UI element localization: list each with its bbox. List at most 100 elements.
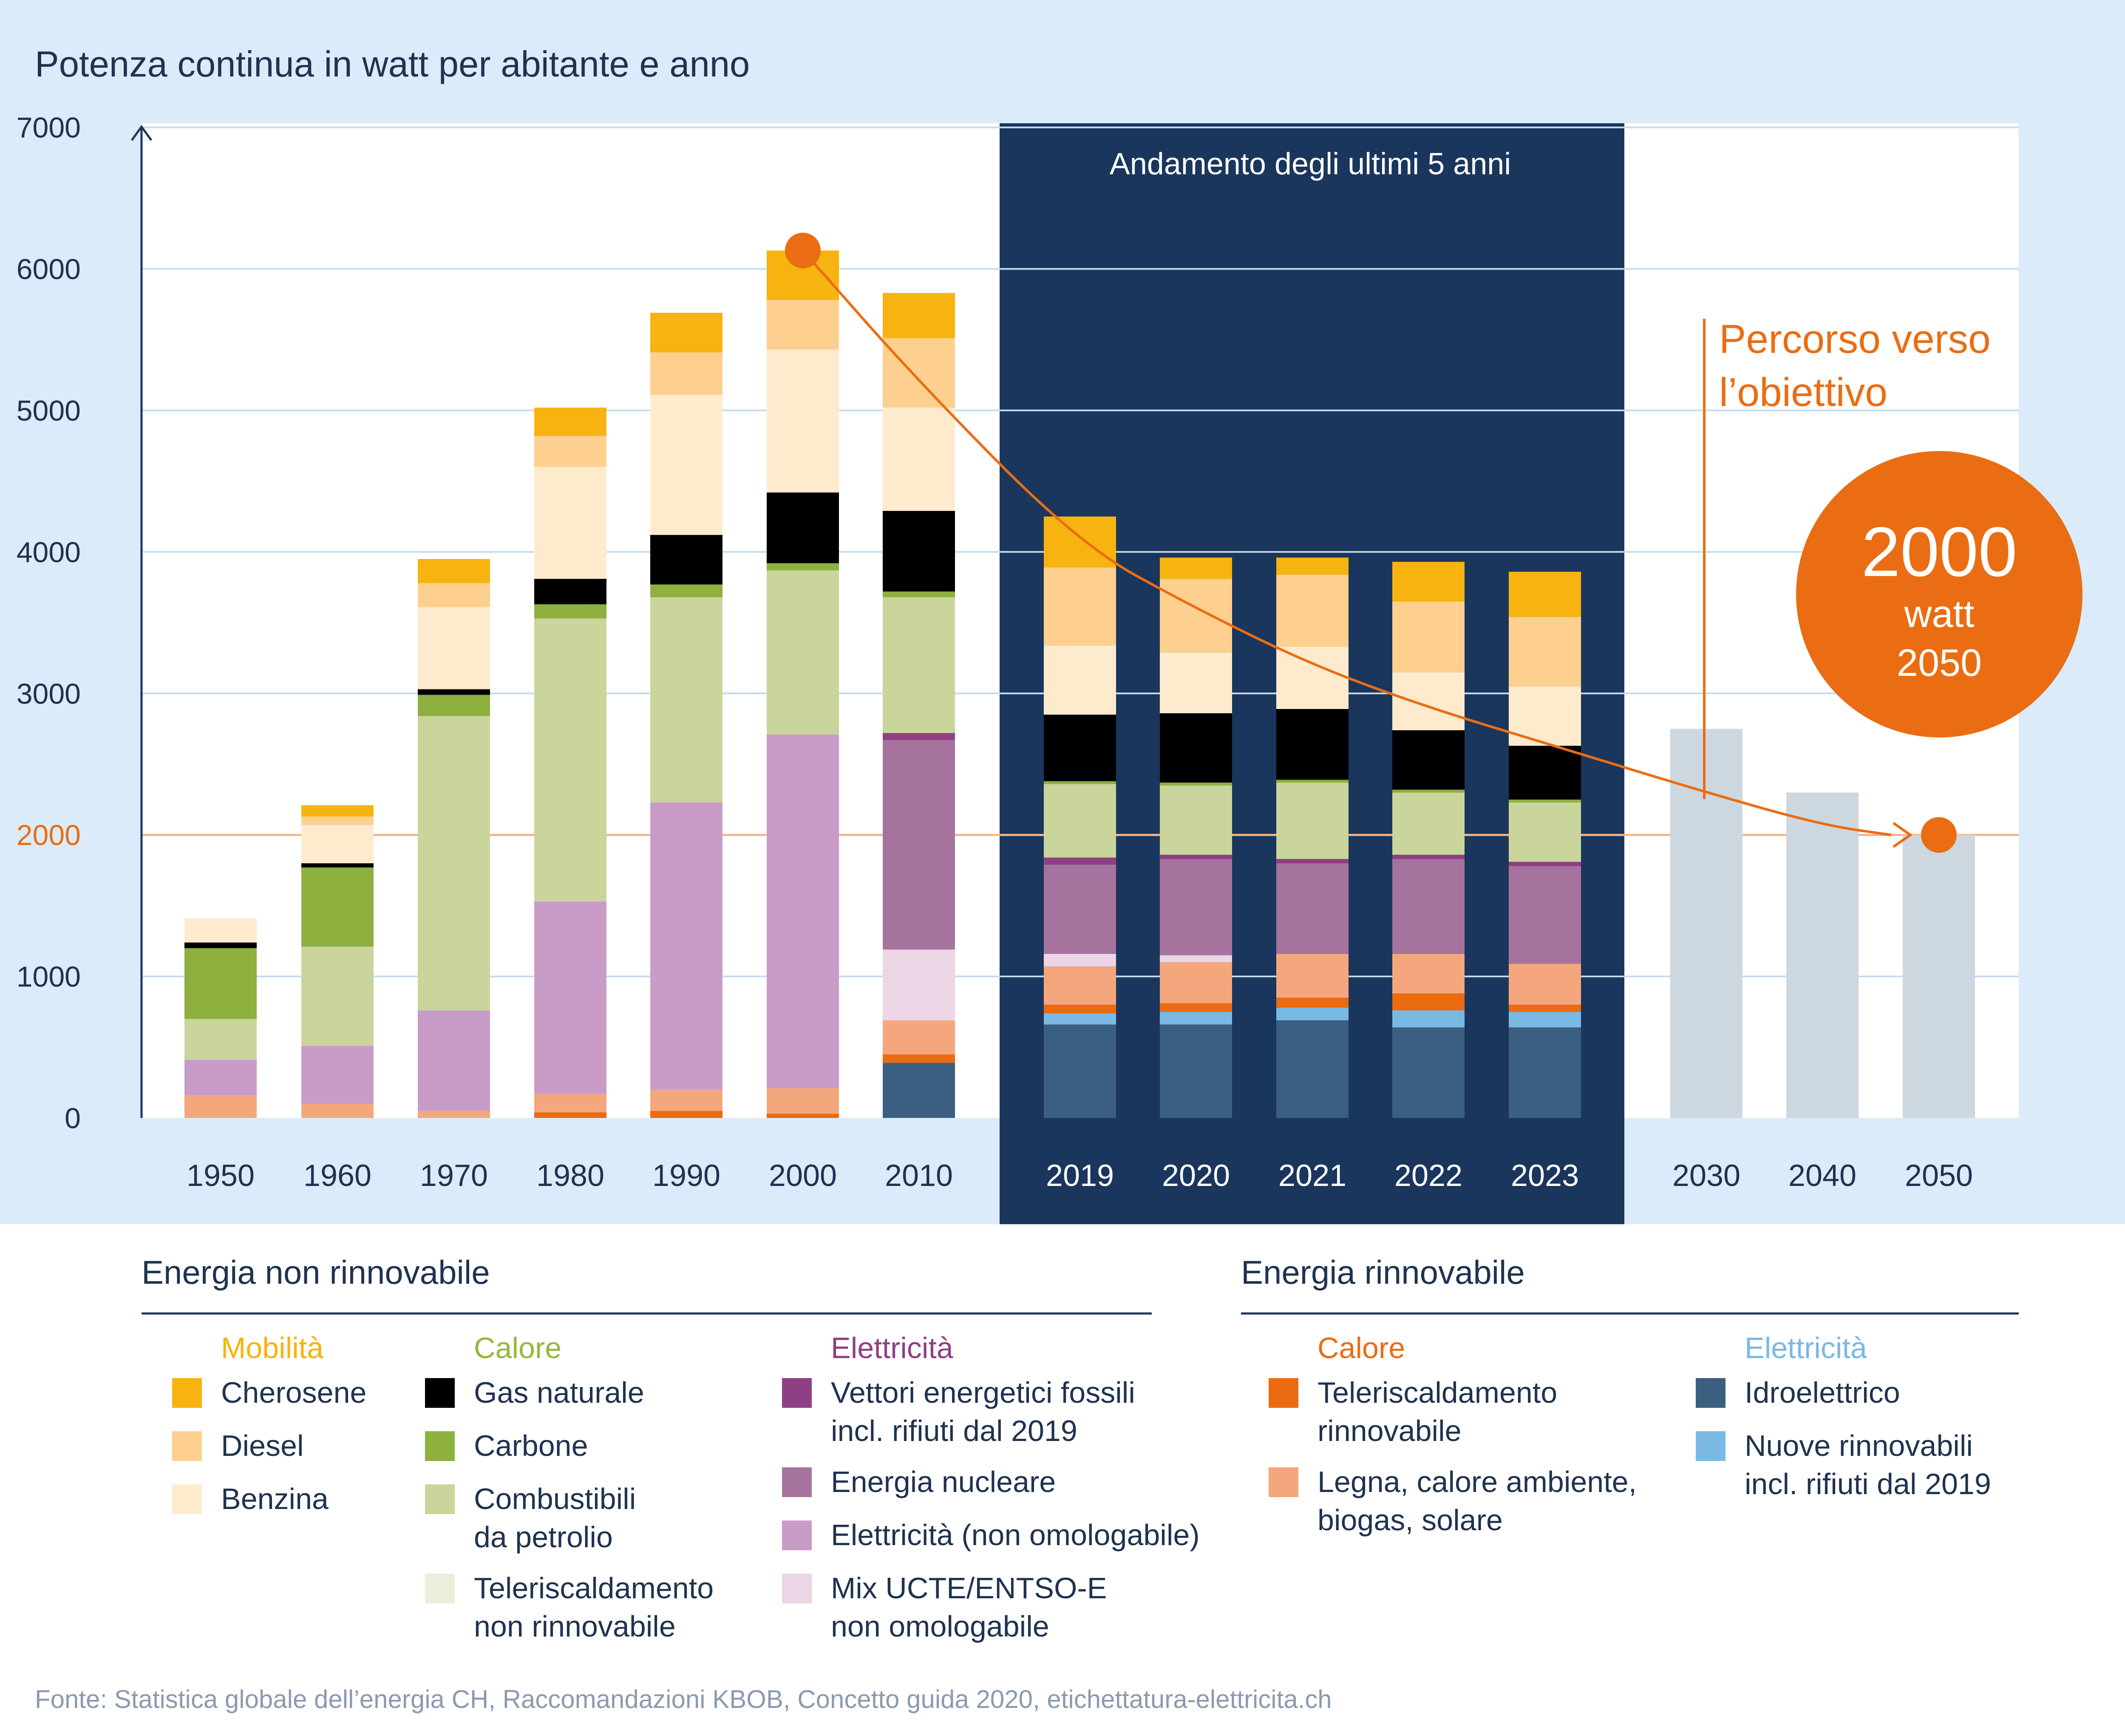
bar-segment-carbone [418,695,490,716]
bar-segment-cherosene [1392,562,1465,601]
bar-segment-benzina [301,825,374,863]
renewable-heading: Energia rinnovabile [1241,1254,1525,1291]
bar-segment-cherosene [534,407,606,436]
bar-segment-diesel [767,300,839,350]
x-tick-label: 2022 [1394,1159,1462,1193]
bar-segment-legna [1276,953,1349,998]
bar-segment-cherosene [301,805,374,817]
legend-label: Energia nucleare [831,1465,1056,1498]
bar-segment-gas_naturale [184,942,257,948]
bar-segment-nuove_rinnovabili [1392,1010,1465,1027]
bar-segment-teleriscaldamento_r [767,1114,839,1118]
bar-segment-gas_naturale [1160,713,1232,783]
bar-segment-legna [767,1088,839,1114]
bar-segment-idroelettrico [883,1063,955,1118]
target-path-line [802,250,1892,837]
y-tick-label: 3000 [17,678,81,710]
bar-segment-vettori_fossili [1160,854,1232,859]
bar-segment-benzina [1044,645,1116,715]
legend-group-title: Elettricità [831,1331,953,1364]
bar-segment-benzina [650,394,722,535]
bar-segment-carbone [883,591,955,597]
x-tick-label: 1960 [303,1159,371,1193]
bar-segment-idroelettrico [1044,1024,1116,1118]
target-circle [1796,451,2082,738]
x-tick-label: 2040 [1788,1159,1856,1193]
bar-segment-benzina [418,607,490,689]
legend-swatch [1696,1431,1726,1461]
bar-segment-diesel [883,338,955,408]
bar-segment-benzina [1160,652,1232,713]
bar-segment-gas_naturale [1044,715,1116,781]
bar-segment-nuove_rinnovabili [1276,1007,1349,1021]
bar-segment-diesel [1276,574,1349,647]
bar-segment-gas_naturale [1276,709,1349,780]
legend-swatch [1269,1378,1298,1408]
target-path [785,233,1957,853]
bar-segment-idroelettrico [1509,1027,1581,1118]
bar-segment-legna [301,1103,374,1118]
bar-segment-elettricita_non_omologabile [418,1010,490,1111]
y-tick-label: 6000 [17,253,81,286]
bar-segment-vettori_fossili [883,733,955,740]
x-tick-label: 2050 [1905,1159,1973,1193]
bar-segment-teleriscaldamento_r [1276,998,1349,1008]
bar-segment-mix_ucte [883,949,955,1021]
legend-swatch [425,1484,455,1514]
legend-group-title: Calore [1318,1331,1405,1364]
x-tick-label: 1950 [187,1159,255,1193]
bar-segment-diesel [650,352,722,395]
x-tick-label: 1970 [420,1159,488,1193]
legend-label: Idroelettrico [1745,1376,1900,1409]
bar-segment-cherosene [418,559,490,583]
legend-swatch [172,1431,202,1461]
legend-label: Vettori energetici fossili incl. rifiuti … [831,1376,1135,1447]
y-tick-label: 2000 [17,819,81,851]
target-circle-year: 2050 [1897,642,1982,684]
legend-swatch [782,1520,812,1550]
bar-segment-combustibili_petrolio [883,597,955,733]
bar-segment-gas_naturale [418,689,490,695]
bar-segment-cherosene [1276,557,1349,575]
legend-label: Nuove rinnovabili incl. rifiuti dal 2019 [1745,1429,1991,1501]
bar-segment-gas_naturale [301,863,374,868]
legend-label: Elettricità (non omologabile) [831,1518,1200,1552]
bar-segment-teleriscaldamento_r [883,1054,955,1063]
bar-segment-vettori_fossili [1044,857,1116,865]
legend-label: Gas naturale [474,1376,644,1409]
bar-segment-diesel [418,583,490,607]
legend-swatch [172,1484,202,1514]
bar-segment-gas_naturale [534,579,606,604]
bar-segment-target_bar [1903,835,1975,1118]
target-label-line1: Percorso verso [1719,317,1991,362]
bar-segment-gas_naturale [883,511,955,592]
target-circle-value: 2000 [1861,513,2017,591]
x-tick-label: 2030 [1672,1159,1740,1193]
bar-segment-diesel [534,436,606,467]
source-note: Fonte: Statistica globale dell’energia C… [35,1685,1332,1713]
bar-segment-mix_ucte [1160,955,1232,962]
bar-segment-elettricita_non_omologabile [301,1046,374,1104]
bar-segment-carbone [1509,799,1581,803]
bar-segment-target_bar [1786,792,1859,1118]
panel-label: Andamento degli ultimi 5 anni [1110,147,1511,181]
bar-segment-benzina [1509,686,1581,746]
x-tick-label: 2019 [1046,1159,1114,1193]
bar-segment-elettricita_non_omologabile [534,901,606,1094]
bar-segment-gas_naturale [767,492,839,564]
non-renewable-heading: Energia non rinnovabile [142,1254,490,1291]
x-tick-label: 2010 [885,1159,953,1193]
bar-segment-carbone [1160,783,1232,786]
bar-segment-target_bar [1670,729,1742,1118]
bar-segment-gas_naturale [1392,730,1465,790]
bar-segment-combustibili_petrolio [301,947,374,1046]
bar-segment-combustibili_petrolio [1044,784,1116,858]
legend-swatch [172,1378,202,1408]
bar-segment-diesel [1392,601,1465,672]
bar-segment-combustibili_petrolio [1160,785,1232,855]
legend-label: Combustibili da petrolio [474,1482,636,1554]
legend-swatch [425,1574,455,1603]
y-tick-label: 7000 [17,112,81,144]
bar-segment-nucleare [1509,866,1581,964]
